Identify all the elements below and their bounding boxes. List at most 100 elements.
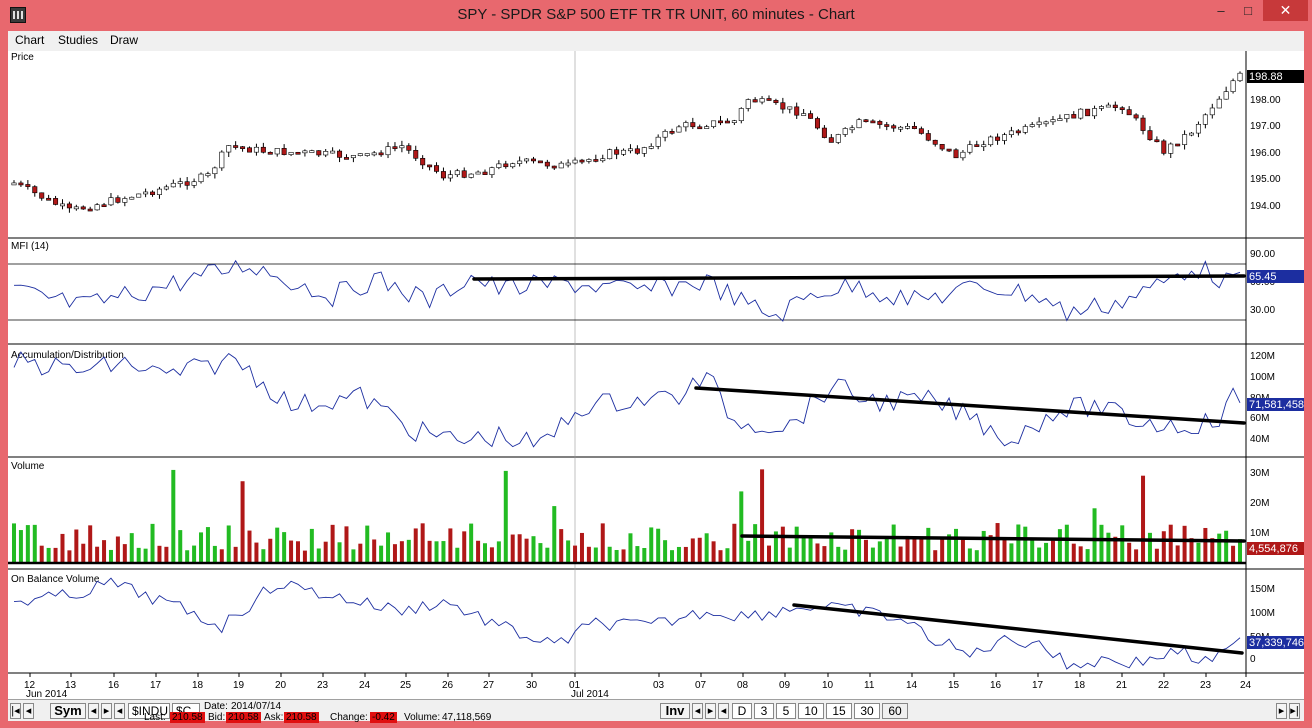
price-candle [974, 144, 980, 147]
last-value-badge-obv [1247, 636, 1304, 649]
price-candle [420, 157, 426, 166]
price-candle [343, 157, 349, 160]
price-candle [1105, 104, 1111, 108]
volume-bar [309, 528, 314, 563]
interval-tab-3[interactable]: 3 [754, 703, 774, 719]
price-candle [73, 206, 79, 210]
price-candle [600, 158, 606, 162]
volume-bar [974, 550, 979, 563]
price-candle [1202, 114, 1208, 125]
scroll-first-button[interactable]: |◂ [10, 703, 21, 719]
volume-bar [960, 537, 965, 563]
scroll-forward-button[interactable]: ▸ [1276, 703, 1287, 719]
price-candle [434, 165, 440, 172]
symbol-tab-indu[interactable]: $INDU [128, 703, 170, 719]
price-candle [392, 146, 398, 149]
price-candle [995, 136, 1001, 141]
close-button[interactable]: ✕ [1263, 0, 1308, 21]
last-value-badge-price [1247, 70, 1304, 83]
volume-bar [683, 546, 688, 563]
price-candle [1161, 140, 1167, 154]
volume-bar [857, 529, 862, 563]
volume-bar [642, 547, 647, 563]
price-candle [565, 162, 571, 166]
inv-prev-button[interactable]: ◂ [692, 703, 703, 719]
volume-bar [663, 540, 668, 563]
x-tick-label: 18 [1074, 680, 1086, 691]
price-candle [18, 182, 24, 186]
interval-scroll-left-button[interactable]: ◂ [718, 703, 729, 719]
minimize-button[interactable]: – [1217, 3, 1225, 18]
volume-bar [448, 528, 453, 563]
volume-bar [413, 528, 418, 563]
sym-button[interactable]: Sym [50, 703, 86, 719]
volume-bar [392, 544, 397, 563]
price-candle [572, 159, 578, 164]
price-candle [330, 150, 336, 154]
price-candle [267, 151, 273, 155]
price-candle [122, 198, 128, 203]
interval-tab-60[interactable]: 60 [882, 703, 908, 719]
volume-bar [53, 547, 58, 563]
volume-bar [1161, 531, 1166, 563]
interval-tab-5[interactable]: 5 [776, 703, 796, 719]
inv-next-button[interactable]: ▸ [705, 703, 716, 719]
scroll-last-button[interactable]: ▸| [1289, 703, 1300, 719]
sym-prev-button[interactable]: ◂ [88, 703, 99, 719]
volume-bar [822, 546, 827, 563]
price-candle [870, 120, 876, 124]
volume-bar [676, 546, 681, 563]
sym-next-button[interactable]: ▸ [101, 703, 112, 719]
volume-bar [1002, 539, 1007, 563]
price-candle [898, 126, 904, 130]
volume-bar [621, 549, 626, 563]
volume-bar [372, 539, 377, 563]
price-candle [510, 163, 516, 168]
price-candle [39, 192, 45, 199]
volume-bar [1064, 524, 1069, 563]
price-candle [1140, 117, 1146, 131]
price-candle [309, 150, 315, 153]
y-tick-label-volume: 30M [1250, 468, 1269, 479]
x-tick-label: 22 [1158, 680, 1170, 691]
price-candle [662, 131, 668, 138]
chart-canvas[interactable]: Price MFI (14) Accumulation/Distribution Vo… [8, 51, 1304, 699]
y-tick-label-obv: 150M [1250, 584, 1275, 595]
tab-scroll-left-button[interactable]: ◂ [114, 703, 125, 719]
x-tick-label: 03 [653, 680, 665, 691]
scroll-back-button[interactable]: ◂ [23, 703, 34, 719]
price-candle [503, 163, 509, 168]
volume-bar [185, 550, 190, 563]
interval-tab-30[interactable]: 30 [854, 703, 880, 719]
window-title: SPY - SPDR S&P 500 ETF TR TR UNIT, 60 mi… [457, 6, 855, 23]
price-candle [1029, 124, 1035, 127]
price-candle [226, 145, 232, 153]
volume-bar [1085, 549, 1090, 563]
price-candle [1036, 121, 1042, 125]
x-tick-label: 16 [108, 680, 120, 691]
price-candle [136, 193, 142, 198]
menu-studies[interactable]: Studies [58, 33, 99, 47]
interval-tab-15[interactable]: 15 [826, 703, 852, 719]
interval-tab-d[interactable]: D [732, 703, 752, 719]
menu-draw[interactable]: Draw [110, 33, 139, 47]
volume-bar [254, 542, 259, 563]
price-candle [704, 126, 710, 129]
x-tick-label: 27 [483, 680, 495, 691]
maximize-button[interactable]: □ [1244, 3, 1252, 18]
price-candle [1085, 108, 1091, 117]
volume-bar [981, 530, 986, 563]
interval-tab-10[interactable]: 10 [798, 703, 824, 719]
price-candle [1223, 91, 1229, 100]
chart-area[interactable]: Price MFI (14) Accumulation/Distribution Vo… [8, 51, 1304, 699]
volume-bar [427, 540, 432, 563]
inv-button[interactable]: Inv [660, 703, 690, 719]
price-candle [281, 148, 287, 155]
x-tick-label: 10 [822, 680, 834, 691]
price-candle [427, 164, 433, 168]
volume-bar [462, 531, 467, 563]
volume-bar [1037, 547, 1042, 563]
volume-bar [157, 545, 162, 563]
menu-chart[interactable]: Chart [15, 33, 45, 47]
price-candle [371, 152, 377, 156]
